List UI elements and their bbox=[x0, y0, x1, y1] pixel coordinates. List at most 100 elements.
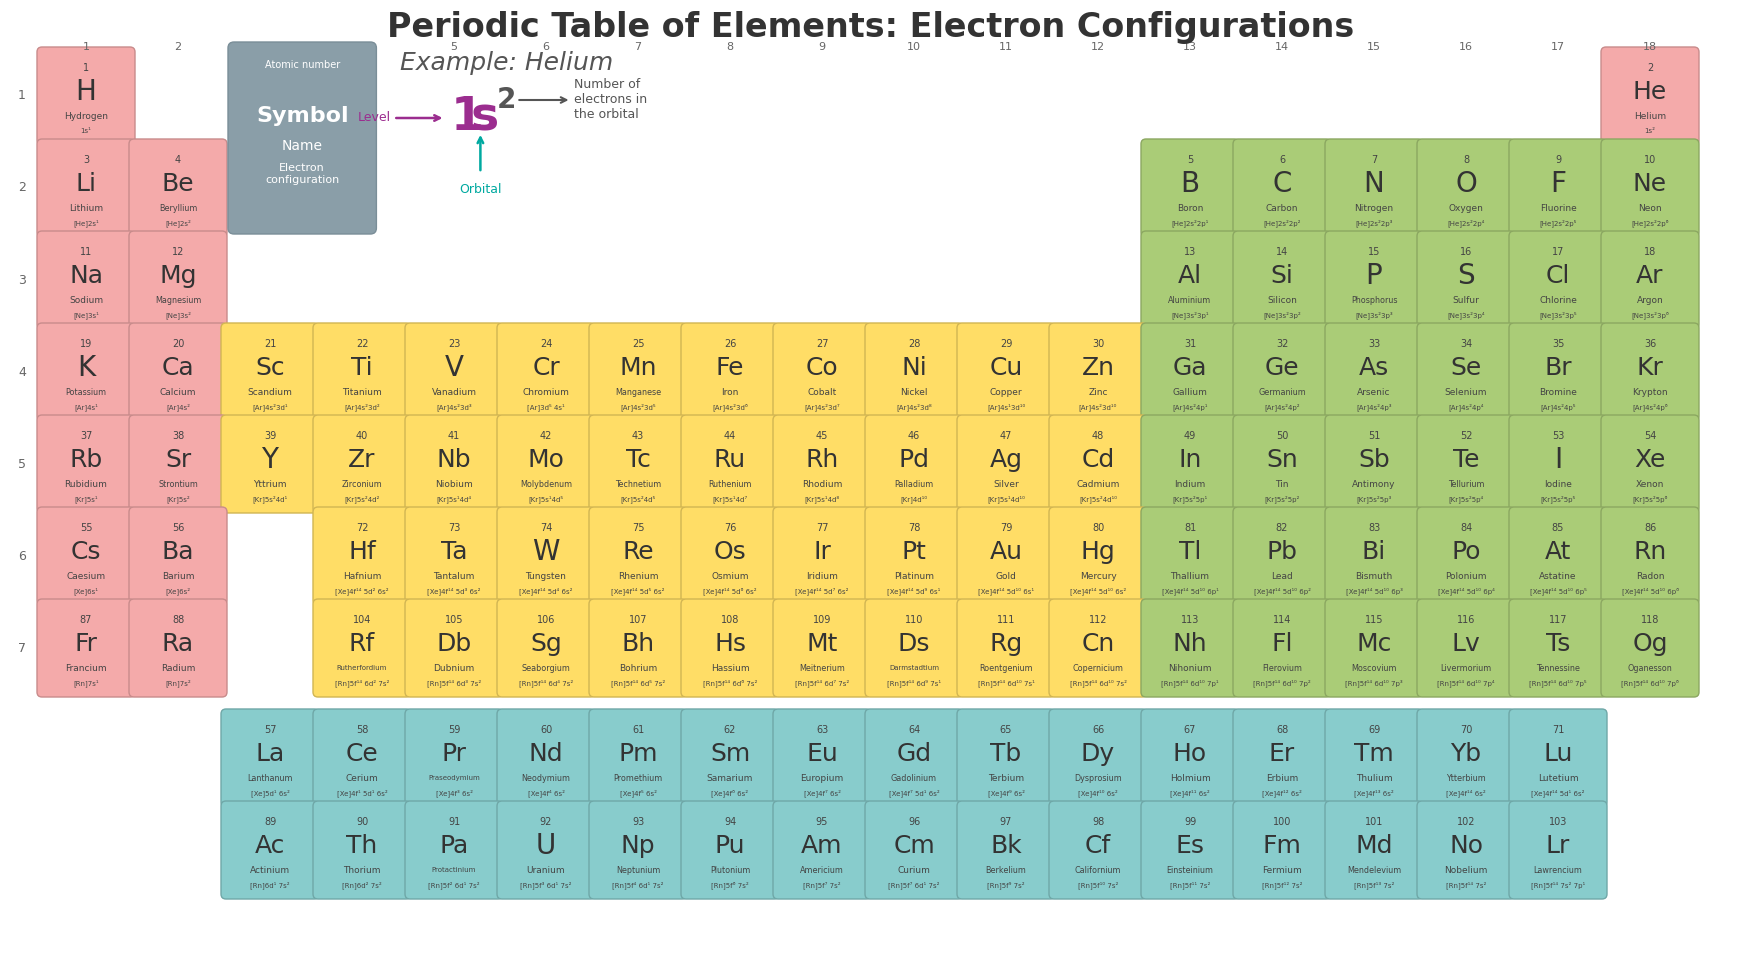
Text: Mercury: Mercury bbox=[1080, 571, 1117, 581]
Text: Argon: Argon bbox=[1637, 296, 1664, 305]
FancyBboxPatch shape bbox=[1509, 507, 1608, 605]
Text: 65: 65 bbox=[1000, 725, 1012, 735]
FancyBboxPatch shape bbox=[221, 415, 319, 513]
Text: Hs: Hs bbox=[714, 632, 746, 657]
Text: [Rn]5f¹¹ 7s²: [Rn]5f¹¹ 7s² bbox=[1171, 881, 1211, 889]
Text: 6: 6 bbox=[1279, 155, 1286, 165]
Text: Meitnerium: Meitnerium bbox=[800, 663, 845, 672]
FancyBboxPatch shape bbox=[589, 323, 686, 421]
FancyBboxPatch shape bbox=[1233, 599, 1331, 697]
Text: Kr: Kr bbox=[1636, 357, 1664, 380]
Text: Silver: Silver bbox=[993, 480, 1019, 489]
FancyBboxPatch shape bbox=[956, 507, 1056, 605]
FancyBboxPatch shape bbox=[404, 415, 503, 513]
FancyBboxPatch shape bbox=[1326, 415, 1423, 513]
Text: [Rn]5f¹⁴ 6d¹⁰ 7p³: [Rn]5f¹⁴ 6d¹⁰ 7p³ bbox=[1345, 679, 1402, 687]
Text: Thorium: Thorium bbox=[343, 865, 381, 875]
Text: Number of
electrons in
the orbital: Number of electrons in the orbital bbox=[575, 78, 648, 122]
Text: Pm: Pm bbox=[618, 743, 658, 766]
FancyBboxPatch shape bbox=[37, 139, 134, 237]
Text: [Xe]4f¹⁴ 5d¹⁰ 6p²: [Xe]4f¹⁴ 5d¹⁰ 6p² bbox=[1254, 587, 1310, 595]
Text: Barium: Barium bbox=[162, 571, 195, 581]
FancyBboxPatch shape bbox=[1326, 231, 1423, 329]
Text: 85: 85 bbox=[1552, 523, 1564, 533]
FancyBboxPatch shape bbox=[1416, 599, 1516, 697]
Text: Einsteinium: Einsteinium bbox=[1167, 865, 1214, 875]
Text: 28: 28 bbox=[908, 339, 920, 349]
Text: 1s²: 1s² bbox=[1644, 128, 1655, 134]
Text: [Xe]4f¹⁴ 5d¹⁰ 6p⁴: [Xe]4f¹⁴ 5d¹⁰ 6p⁴ bbox=[1437, 587, 1495, 595]
Text: [Rn]5f¹⁴ 6d² 7s²: [Rn]5f¹⁴ 6d² 7s² bbox=[334, 679, 388, 687]
Text: 116: 116 bbox=[1456, 614, 1475, 625]
Text: Dy: Dy bbox=[1082, 743, 1115, 766]
Text: Ca: Ca bbox=[162, 357, 195, 380]
Text: 39: 39 bbox=[263, 431, 277, 441]
Text: [Ar]4s²3d¹⁰: [Ar]4s²3d¹⁰ bbox=[1078, 404, 1117, 411]
Text: S: S bbox=[1458, 263, 1475, 290]
Text: [Rn]5f¹⁴ 6d¹⁰ 7p¹: [Rn]5f¹⁴ 6d¹⁰ 7p¹ bbox=[1162, 679, 1219, 687]
Text: 61: 61 bbox=[632, 725, 645, 735]
Text: [Xe]4f¹⁴ 5d⁷ 6s²: [Xe]4f¹⁴ 5d⁷ 6s² bbox=[796, 587, 848, 595]
Text: Rf: Rf bbox=[348, 632, 375, 657]
Text: 54: 54 bbox=[1644, 431, 1657, 441]
Text: 2: 2 bbox=[17, 181, 26, 194]
FancyBboxPatch shape bbox=[37, 415, 134, 513]
Text: 35: 35 bbox=[1552, 339, 1564, 349]
Text: Ti: Ti bbox=[352, 357, 373, 380]
Text: [Rn]5f¹² 7s²: [Rn]5f¹² 7s² bbox=[1261, 881, 1303, 889]
Text: Os: Os bbox=[714, 541, 746, 564]
Text: [Xe]4f⁷ 6s²: [Xe]4f⁷ 6s² bbox=[803, 789, 840, 797]
Text: 8: 8 bbox=[1463, 155, 1469, 165]
Text: Mg: Mg bbox=[159, 265, 197, 288]
Text: 113: 113 bbox=[1181, 614, 1198, 625]
FancyBboxPatch shape bbox=[866, 507, 963, 605]
Text: Rhodium: Rhodium bbox=[801, 480, 841, 489]
Text: Cerium: Cerium bbox=[345, 774, 378, 783]
Text: 8: 8 bbox=[726, 42, 733, 52]
Text: 31: 31 bbox=[1185, 339, 1197, 349]
Text: 24: 24 bbox=[540, 339, 552, 349]
Text: Magnesium: Magnesium bbox=[155, 296, 200, 305]
Text: Tm: Tm bbox=[1354, 743, 1394, 766]
Text: [He]2s²2p⁵: [He]2s²2p⁵ bbox=[1540, 220, 1577, 227]
Text: In: In bbox=[1178, 449, 1202, 472]
Text: 70: 70 bbox=[1460, 725, 1472, 735]
Text: 100: 100 bbox=[1273, 817, 1291, 827]
Text: Name: Name bbox=[282, 139, 322, 153]
Text: He: He bbox=[1632, 80, 1667, 105]
Text: 16: 16 bbox=[1460, 247, 1472, 257]
FancyBboxPatch shape bbox=[866, 599, 963, 697]
Text: Radium: Radium bbox=[160, 663, 195, 672]
Text: 108: 108 bbox=[721, 614, 739, 625]
Text: Cadmium: Cadmium bbox=[1077, 480, 1120, 489]
FancyBboxPatch shape bbox=[773, 801, 871, 899]
Text: 111: 111 bbox=[996, 614, 1016, 625]
FancyBboxPatch shape bbox=[404, 709, 503, 807]
Text: Thulium: Thulium bbox=[1355, 774, 1392, 783]
FancyBboxPatch shape bbox=[1141, 709, 1239, 807]
Text: 71: 71 bbox=[1552, 725, 1564, 735]
FancyBboxPatch shape bbox=[1509, 801, 1608, 899]
Text: [Xe]6s²: [Xe]6s² bbox=[165, 587, 190, 595]
FancyBboxPatch shape bbox=[1416, 231, 1516, 329]
FancyBboxPatch shape bbox=[589, 801, 686, 899]
Text: 89: 89 bbox=[263, 817, 277, 827]
Text: Er: Er bbox=[1268, 743, 1294, 766]
Text: [Kr]4d¹⁰: [Kr]4d¹⁰ bbox=[901, 495, 927, 503]
Text: 76: 76 bbox=[725, 523, 737, 533]
Text: [Xe]4f¹⁴ 5d¹⁰ 6p⁵: [Xe]4f¹⁴ 5d¹⁰ 6p⁵ bbox=[1529, 587, 1587, 595]
Text: 51: 51 bbox=[1367, 431, 1380, 441]
Text: 37: 37 bbox=[80, 431, 92, 441]
Text: [Kr]5s²4d²: [Kr]5s²4d² bbox=[345, 495, 380, 503]
FancyBboxPatch shape bbox=[1141, 415, 1239, 513]
Text: Sg: Sg bbox=[530, 632, 563, 657]
Text: [Rn]5f¹⁴ 6d¹⁰ 7p²: [Rn]5f¹⁴ 6d¹⁰ 7p² bbox=[1252, 679, 1312, 687]
Text: Fr: Fr bbox=[75, 632, 98, 657]
Text: 10: 10 bbox=[908, 42, 922, 52]
Text: Lv: Lv bbox=[1451, 632, 1481, 657]
Text: 94: 94 bbox=[725, 817, 737, 827]
Text: 5: 5 bbox=[17, 458, 26, 470]
Text: [Kr]5s²4d⁵: [Kr]5s²4d⁵ bbox=[620, 495, 655, 503]
Text: Ni: Ni bbox=[901, 357, 927, 380]
FancyBboxPatch shape bbox=[773, 599, 871, 697]
